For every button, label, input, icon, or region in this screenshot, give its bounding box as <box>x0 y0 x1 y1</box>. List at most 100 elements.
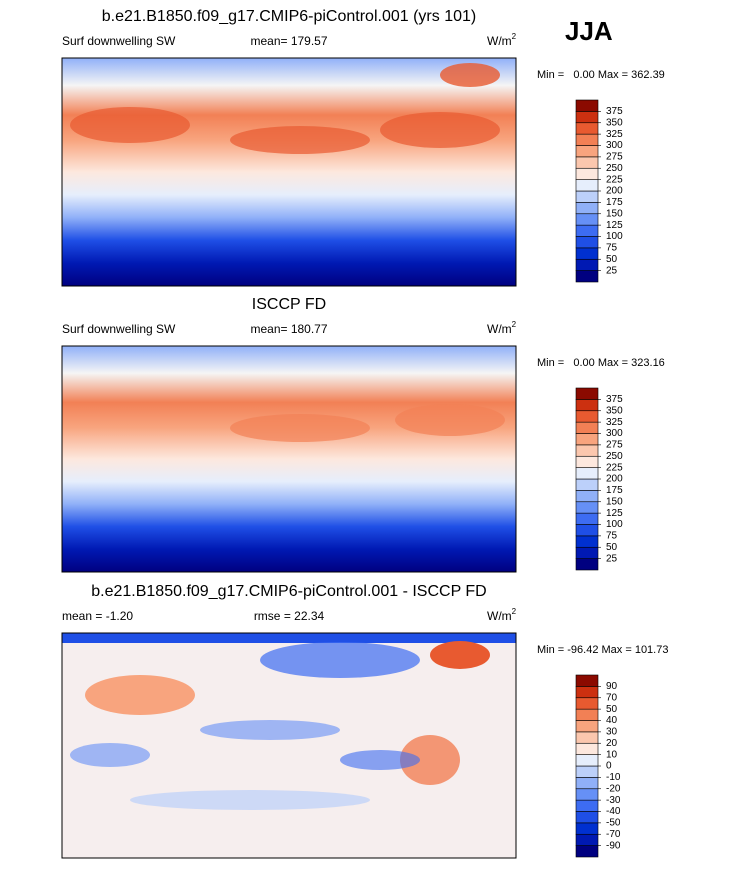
map-feature <box>395 404 505 436</box>
min-max: Min = 0.00 Max = 362.39 <box>537 69 665 81</box>
colorbar-box <box>575 754 599 767</box>
colorbar-label: 10 <box>606 749 618 760</box>
colorbar-box <box>575 845 599 858</box>
center-string: mean= 179.57 <box>250 34 327 48</box>
colorbar-label: 275 <box>606 440 623 451</box>
colorbar-label: 325 <box>606 417 623 428</box>
left-string: Surf downwelling SW <box>62 322 176 336</box>
map-feature <box>230 414 370 442</box>
colorbar-box <box>575 720 599 733</box>
colorbar-label: 200 <box>606 186 623 197</box>
colorbar-box <box>575 811 599 824</box>
colorbar-label: 200 <box>606 474 623 485</box>
map <box>61 57 517 287</box>
units: W/m2 <box>487 32 517 48</box>
colorbar-label: 25 <box>606 553 618 564</box>
colorbar-label: 225 <box>606 174 623 185</box>
colorbar-label: -10 <box>606 772 621 783</box>
colorbar-box <box>575 558 599 571</box>
colorbar-label: -90 <box>606 840 621 851</box>
colorbar-label: 70 <box>606 692 618 703</box>
map <box>62 633 516 858</box>
units: W/m2 <box>487 320 517 336</box>
colorbar-box <box>575 247 599 260</box>
colorbar-label: 175 <box>606 485 623 496</box>
colorbar-label: -30 <box>606 795 621 806</box>
colorbar-label: 350 <box>606 405 623 416</box>
colorbar-label: -20 <box>606 783 621 794</box>
colorbar-label: 250 <box>606 163 623 174</box>
colorbar-box <box>575 490 599 503</box>
units-base: W/m <box>487 609 512 623</box>
colorbar-box <box>575 799 599 812</box>
colorbar-label: 50 <box>606 542 618 553</box>
colorbar-label: 275 <box>606 152 623 163</box>
map-feature <box>380 112 500 148</box>
colorbar-label: 225 <box>606 462 623 473</box>
colorbar-box <box>575 833 599 846</box>
colorbar-label: 0 <box>606 761 612 772</box>
colorbar-label: -70 <box>606 829 621 840</box>
colorbar-box <box>575 697 599 710</box>
colorbar-box <box>575 399 599 412</box>
map-feature <box>230 126 370 154</box>
colorbar-label: 300 <box>606 428 623 439</box>
colorbar-label: 150 <box>606 208 623 219</box>
colorbar-box <box>575 455 599 468</box>
units-exp: 2 <box>512 320 517 329</box>
colorbar-label: 20 <box>606 738 618 749</box>
colorbar-label: -50 <box>606 818 621 829</box>
panel-title: ISCCP FD <box>252 296 326 313</box>
colorbar-label: 30 <box>606 727 618 738</box>
center-string: rmse = 22.34 <box>254 609 325 623</box>
colorbar-box <box>575 410 599 423</box>
colorbar-box <box>575 213 599 226</box>
colorbar-box <box>575 421 599 434</box>
colorbar-box <box>575 133 599 146</box>
colorbar-box <box>575 444 599 457</box>
colorbar-box <box>575 224 599 237</box>
colorbar-box <box>575 122 599 135</box>
panel-title: b.e21.B1850.f09_g17.CMIP6-piControl.001 … <box>91 583 486 600</box>
colorbar-box <box>575 202 599 215</box>
colorbar-box <box>575 546 599 559</box>
colorbar-label: 25 <box>606 265 618 276</box>
colorbar-box <box>575 731 599 744</box>
colorbar-box <box>575 167 599 180</box>
center-string: mean= 180.77 <box>250 322 327 336</box>
colorbar-label: 125 <box>606 508 623 519</box>
units-exp: 2 <box>512 32 517 41</box>
units-exp: 2 <box>512 607 517 616</box>
colorbar-label: 75 <box>606 243 618 254</box>
colorbar-box <box>575 777 599 790</box>
left-string: Surf downwelling SW <box>62 34 176 48</box>
colorbar-box <box>575 236 599 249</box>
units-base: W/m <box>487 322 512 336</box>
colorbar-box <box>575 742 599 755</box>
panel-title: b.e21.B1850.f09_g17.CMIP6-piControl.001 … <box>102 8 476 25</box>
colorbar-label: 150 <box>606 496 623 507</box>
colorbar-box <box>575 99 599 112</box>
colorbar-box <box>575 788 599 801</box>
colorbar-label: 125 <box>606 220 623 231</box>
colorbar-box <box>575 145 599 158</box>
colorbar-label: 375 <box>606 106 623 117</box>
colorbar-box <box>575 765 599 778</box>
colorbar-label: 40 <box>606 715 618 726</box>
colorbar-box <box>575 674 599 687</box>
map <box>61 345 517 573</box>
colorbar-box <box>575 524 599 537</box>
colorbar-box <box>575 512 599 525</box>
min-max: Min = 0.00 Max = 323.16 <box>537 357 665 369</box>
colorbar-box <box>575 822 599 835</box>
left-string: mean = -1.20 <box>62 609 133 623</box>
colorbar-label: 350 <box>606 117 623 128</box>
colorbar-box <box>575 190 599 203</box>
colorbar-box <box>575 387 599 400</box>
colorbar-box <box>575 708 599 721</box>
colorbar-box <box>575 270 599 283</box>
min-max: Min = -96.42 Max = 101.73 <box>537 644 668 656</box>
colorbar-label: 175 <box>606 197 623 208</box>
colorbar-box <box>575 501 599 514</box>
